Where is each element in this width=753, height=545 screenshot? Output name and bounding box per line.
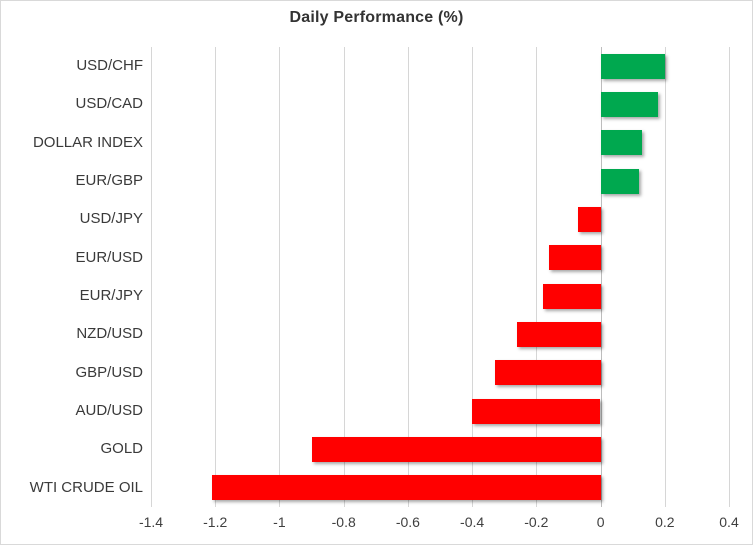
- chart-title: Daily Performance (%): [289, 9, 464, 26]
- category-label-eur-usd: EUR/USD: [75, 248, 143, 266]
- bar-nzd-usd: [517, 322, 601, 347]
- bar-usd-jpy: [578, 207, 601, 232]
- category-label-dollar-index: DOLLAR INDEX: [32, 133, 143, 151]
- x-tick-label: 0.2: [655, 514, 675, 530]
- x-tick-label: -1: [273, 514, 286, 530]
- bar-usd-cad: [600, 92, 659, 117]
- bar-gold: [311, 437, 601, 462]
- plot-area: [151, 47, 730, 507]
- category-label-wti-crude-oil: WTI CRUDE OIL: [29, 478, 143, 496]
- gridline: [279, 47, 281, 507]
- category-label-gbp-usd: GBP/USD: [75, 363, 143, 381]
- category-label-nzd-usd: NZD/USD: [76, 325, 143, 343]
- category-label-gold: GOLD: [100, 440, 143, 458]
- gridline: [472, 47, 474, 507]
- bar-eur-jpy: [542, 283, 601, 309]
- x-tick-label: 0: [596, 514, 605, 530]
- x-tick-label: -0.2: [524, 514, 549, 530]
- gridline: [729, 47, 730, 507]
- bar-usd-chf: [600, 53, 665, 79]
- category-label-usd-chf: USD/CHF: [76, 57, 143, 74]
- x-tick-label: -0.8: [331, 514, 356, 530]
- category-label-aud-usd: AUD/USD: [75, 402, 143, 419]
- category-label-usd-cad: USD/CAD: [75, 95, 143, 113]
- x-tick-label: -1.4: [138, 514, 164, 530]
- category-label-usd-jpy: USD/JPY: [79, 210, 143, 228]
- bar-gbp-usd: [494, 360, 601, 386]
- bar-dollar-index: [600, 130, 643, 156]
- bar-eur-usd: [549, 245, 601, 271]
- gridline: [407, 47, 409, 507]
- x-tick-label: -1.2: [203, 514, 228, 530]
- bar-eur-gbp: [600, 168, 640, 194]
- gridline: [151, 47, 152, 507]
- gridline: [536, 47, 538, 507]
- gridline: [664, 47, 666, 507]
- x-tick-label: -0.6: [395, 514, 420, 530]
- bar-wti-crude-oil: [212, 475, 601, 501]
- bar-aud-usd: [472, 398, 601, 424]
- category-label-eur-gbp: EUR/GBP: [75, 172, 143, 189]
- gridline: [343, 47, 345, 507]
- x-tick-label: 0.4: [719, 514, 739, 530]
- x-tick-label: -0.4: [460, 514, 485, 530]
- category-label-eur-jpy: EUR/JPY: [79, 287, 143, 304]
- gridline: [215, 47, 217, 507]
- zero-axis-line: [600, 47, 602, 507]
